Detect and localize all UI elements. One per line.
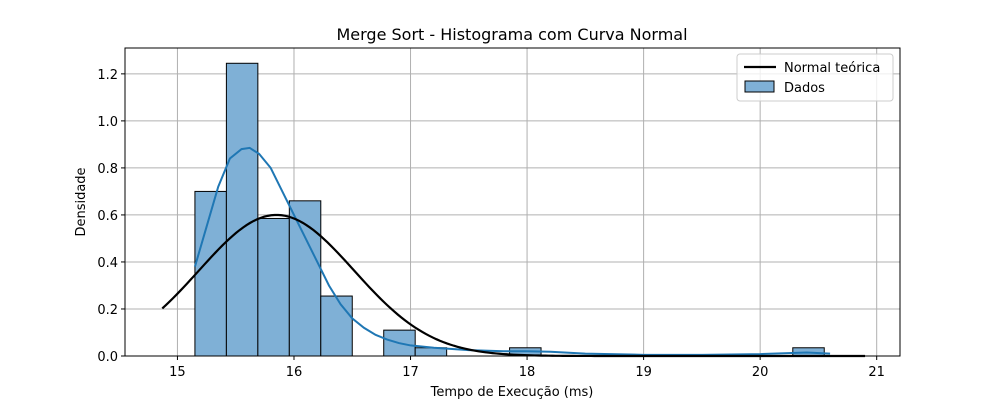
y-tick-label: 0.4 [97, 256, 118, 271]
y-tick-label: 0.8 [97, 162, 118, 177]
legend-box [736, 53, 894, 102]
histogram-bar [257, 217, 290, 357]
histogram-bar [288, 200, 322, 357]
x-tick-label: 17 [402, 365, 419, 380]
y-tick-label: 0.2 [97, 303, 118, 318]
x-tick-label: 15 [169, 365, 186, 380]
y-tick-label: 1.2 [97, 68, 118, 83]
x-tick-label: 16 [286, 365, 303, 380]
y-tick-label: 0.0 [97, 350, 118, 365]
histogram-bar [320, 295, 353, 357]
x-tick-label: 21 [868, 365, 885, 380]
y-axis-ticks: 0.0 0.2 0.4 0.6 0.8 1.0 1.2 [97, 68, 125, 365]
y-axis-label: Densidade [74, 167, 89, 236]
legend-dados-swatch [744, 80, 775, 93]
legend: Normal teórica Dados [736, 53, 894, 102]
x-tick-label: 19 [635, 365, 652, 380]
x-axis-ticks: 15 16 17 18 19 20 21 [169, 356, 885, 380]
plot-frame [124, 47, 901, 357]
y-tick-label: 1.0 [97, 115, 118, 130]
histogram-bar [225, 62, 259, 357]
x-tick-label: 20 [752, 365, 769, 380]
legend-normal-label: Normal teórica [784, 61, 880, 76]
kde-curve [193, 146, 831, 356]
x-tick-label: 18 [519, 365, 536, 380]
x-axis-label: Tempo de Execução (ms) [430, 385, 594, 400]
legend-dados-label: Dados [784, 81, 825, 96]
chart-title: Merge Sort - Histograma com Curva Normal [336, 25, 687, 44]
y-tick-label: 0.6 [97, 209, 118, 224]
